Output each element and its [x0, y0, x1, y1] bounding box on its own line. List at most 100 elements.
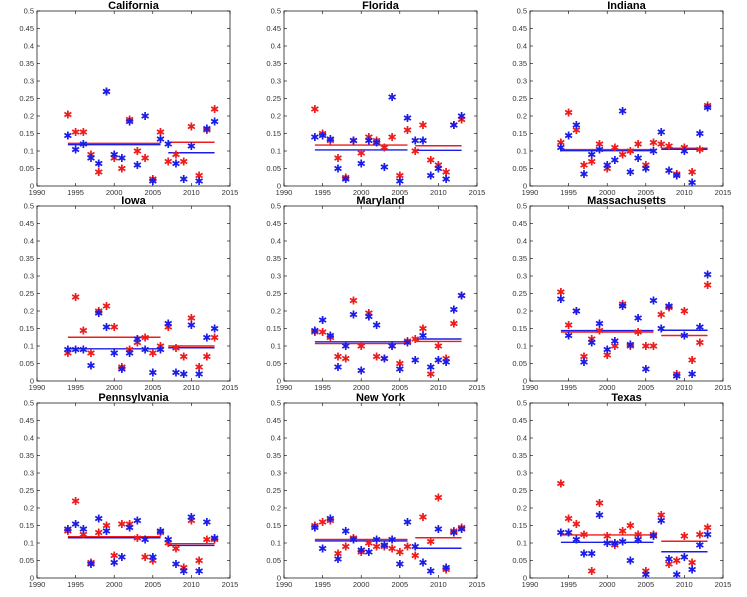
- y-tick-label: 0.45: [512, 24, 527, 33]
- data-point: ✱: [442, 563, 451, 576]
- panel-title: Indiana: [607, 0, 646, 12]
- y-tick-label: 0.4: [24, 237, 34, 246]
- panel-title: Massachusetts: [587, 195, 666, 207]
- data-point: ✱: [110, 321, 119, 334]
- data-point: ✱: [579, 356, 588, 369]
- data-point: ✱: [140, 344, 149, 357]
- x-tick-label: 2005: [637, 188, 654, 197]
- y-tick-label: 0.1: [24, 539, 34, 548]
- data-point: ✱: [79, 138, 88, 151]
- data-point: ✱: [102, 86, 111, 99]
- data-point: ✱: [626, 520, 635, 533]
- x-tick-label: 2010: [676, 580, 693, 589]
- data-point: ✱: [310, 326, 319, 339]
- y-tick-label: 0.15: [266, 324, 281, 333]
- data-point: ✱: [71, 126, 80, 139]
- data-point: ✱: [411, 541, 420, 554]
- x-tick-label: 2000: [353, 383, 370, 392]
- data-point: ✱: [418, 135, 427, 148]
- data-point: ✱: [326, 513, 335, 526]
- data-point: ✱: [595, 497, 604, 510]
- data-point: ✱: [357, 147, 366, 160]
- data-point: ✱: [140, 551, 149, 564]
- data-point: ✱: [579, 159, 588, 172]
- data-point: ✱: [564, 129, 573, 142]
- data-point: ✱: [94, 307, 103, 320]
- data-point: ✱: [148, 173, 157, 186]
- data-point: ✱: [587, 548, 596, 561]
- data-point: ✱: [341, 541, 350, 554]
- data-point: ✱: [633, 312, 642, 325]
- y-tick-label: 0.3: [271, 77, 281, 86]
- data-point: ✱: [664, 140, 673, 153]
- data-point: ✱: [110, 347, 119, 360]
- data-point: ✱: [579, 168, 588, 181]
- x-tick-label: 1995: [314, 580, 331, 589]
- data-point: ✱: [626, 145, 635, 158]
- data-point: ✱: [117, 363, 126, 376]
- data-point: ✱: [641, 363, 650, 376]
- data-point: ✱: [71, 143, 80, 156]
- x-tick-label: 2005: [637, 383, 654, 392]
- data-point: ✱: [680, 530, 689, 543]
- panel-title: California: [108, 0, 160, 12]
- data-point: ✱: [641, 340, 650, 353]
- x-tick-label: 2010: [430, 383, 447, 392]
- data-point: ✱: [564, 513, 573, 526]
- data-point: ✱: [657, 509, 666, 522]
- data-point: ✱: [672, 370, 681, 383]
- data-point: ✱: [202, 331, 211, 344]
- data-point: ✱: [171, 542, 180, 555]
- data-point: ✱: [110, 149, 119, 162]
- panel-florida: Florida 0 0.05 0.1 0.15 0.2 0.25 0.3 0.35 0.4 0.45…: [266, 0, 485, 197]
- data-point: ✱: [618, 535, 627, 548]
- y-tick-label: 0.3: [271, 469, 281, 478]
- data-point: ✱: [587, 149, 596, 162]
- data-point: ✱: [442, 166, 451, 179]
- data-point: ✱: [349, 295, 358, 308]
- data-point: ✱: [633, 138, 642, 151]
- panel-title: Florida: [362, 0, 400, 12]
- data-point: ✱: [187, 121, 196, 134]
- data-point: ✱: [341, 340, 350, 353]
- x-tick-label: 1990: [522, 188, 539, 197]
- data-point: ✱: [556, 286, 565, 299]
- y-tick-label: 0: [30, 377, 34, 386]
- data-point: ✱: [94, 305, 103, 318]
- data-point: ✱: [79, 523, 88, 536]
- data-point: ✱: [703, 101, 712, 114]
- y-tick-label: 0: [277, 182, 281, 191]
- data-point: ✱: [148, 551, 157, 564]
- data-point: ✱: [556, 136, 565, 149]
- data-point: ✱: [110, 556, 119, 569]
- data-point: ✱: [341, 173, 350, 186]
- data-point: ✱: [310, 520, 319, 533]
- x-tick-label: 2010: [676, 188, 693, 197]
- data-point: ✱: [71, 344, 80, 357]
- y-tick-label: 0.3: [24, 272, 34, 281]
- y-tick-label: 0.45: [19, 219, 34, 228]
- data-point: ✱: [626, 166, 635, 179]
- data-point: ✱: [156, 525, 165, 538]
- y-tick-label: 0: [30, 574, 34, 583]
- data-point: ✱: [380, 352, 389, 365]
- data-point: ✱: [364, 131, 373, 144]
- x-tick-label: 1990: [29, 188, 46, 197]
- data-point: ✱: [195, 565, 204, 578]
- y-tick-label: 0.05: [266, 359, 281, 368]
- y-tick-label: 0.3: [517, 272, 527, 281]
- y-tick-label: 0.4: [271, 237, 281, 246]
- y-tick-label: 0.05: [19, 164, 34, 173]
- data-point: ✱: [133, 514, 142, 527]
- y-tick-label: 0.05: [512, 556, 527, 565]
- data-point: ✱: [179, 156, 188, 169]
- data-point: ✱: [110, 152, 119, 165]
- data-point: ✱: [703, 528, 712, 541]
- data-point: ✱: [86, 149, 95, 162]
- data-point: ✱: [556, 478, 565, 491]
- y-tick-label: 0.25: [19, 289, 34, 298]
- data-point: ✱: [195, 175, 204, 188]
- y-tick-label: 0.35: [266, 451, 281, 460]
- data-point: ✱: [657, 138, 666, 151]
- data-point: ✱: [164, 534, 173, 547]
